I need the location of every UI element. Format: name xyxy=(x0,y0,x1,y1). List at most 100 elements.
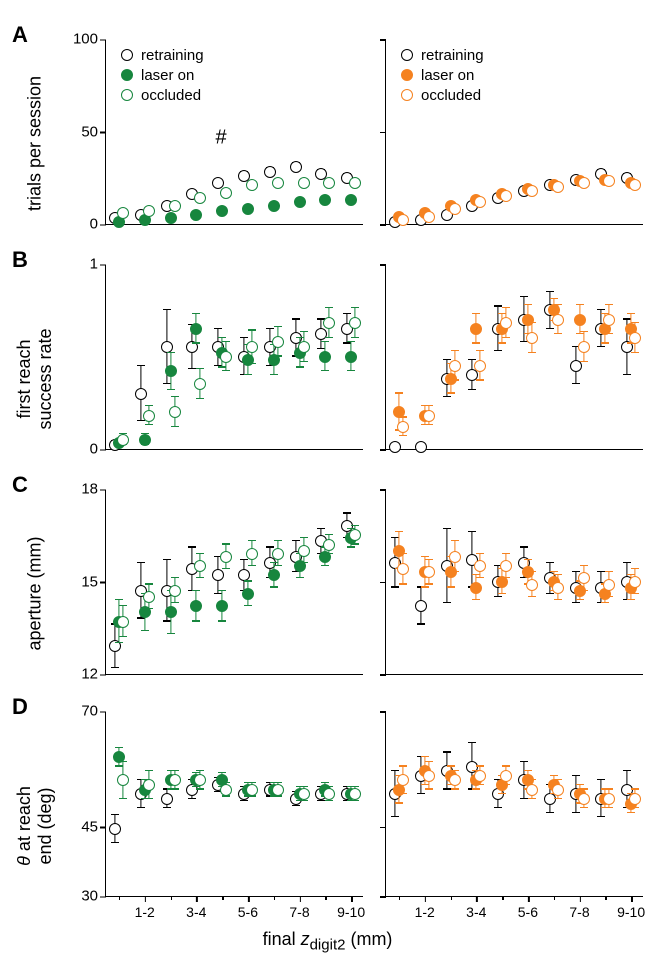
marker-laser xyxy=(139,434,151,446)
ylabel-B: first reachsuccess rate xyxy=(14,279,56,479)
ytick: 70 xyxy=(81,703,106,720)
marker-occluded xyxy=(526,784,538,796)
ytick: 100 xyxy=(73,31,106,48)
errorcap xyxy=(167,352,175,353)
legend-label: occluded xyxy=(141,87,201,104)
errorcap xyxy=(546,328,554,329)
legend: retraininglaser onoccluded xyxy=(401,45,484,105)
errorcap xyxy=(597,346,605,347)
marker-occluded xyxy=(298,545,310,557)
ytick: 50 xyxy=(81,123,106,140)
errorcap xyxy=(572,383,580,384)
errorcap xyxy=(494,350,502,351)
errorcap xyxy=(244,605,252,606)
legend-label: occluded xyxy=(421,87,481,104)
marker-occluded xyxy=(578,572,590,584)
errorcap xyxy=(572,602,580,603)
errorcap xyxy=(476,784,484,785)
errorcap xyxy=(546,562,554,563)
errorcap xyxy=(421,556,429,557)
errorcap xyxy=(399,553,407,554)
errorcap xyxy=(192,313,200,314)
errorcap xyxy=(520,798,528,799)
errorcap xyxy=(395,802,403,803)
marker-laser xyxy=(216,205,228,217)
ytick: 0 xyxy=(90,441,106,458)
errorcap xyxy=(222,543,230,544)
errorcap xyxy=(425,761,433,762)
legend-item: laser on xyxy=(121,65,204,85)
errorcap xyxy=(192,590,200,591)
errorcap xyxy=(451,540,459,541)
ylabel-A: trials per session xyxy=(25,43,46,243)
errorcap xyxy=(240,559,248,560)
marker-laser xyxy=(242,588,254,600)
marker-occluded xyxy=(603,579,615,591)
ytick: 12 xyxy=(81,666,106,683)
marker-occluded xyxy=(272,784,284,796)
marker-laser xyxy=(268,569,280,581)
marker-occluded xyxy=(117,207,129,219)
panel-label-D: D xyxy=(12,694,28,720)
marker-occluded xyxy=(500,317,512,329)
marker-occluded xyxy=(323,317,335,329)
errorcap xyxy=(351,307,359,308)
errorcap xyxy=(447,392,455,393)
errorcap xyxy=(631,568,639,569)
errorcap xyxy=(502,307,510,308)
plot-D-right: 1-23-45-67-89-10 xyxy=(385,712,643,897)
xtick: 1-2 xyxy=(415,896,435,920)
errorcap xyxy=(524,770,532,771)
errorcap xyxy=(325,337,333,338)
marker-occluded xyxy=(298,341,310,353)
marker-laser xyxy=(165,365,177,377)
legend-item: retraining xyxy=(401,45,484,65)
marker-occluded xyxy=(349,177,361,189)
errorcap xyxy=(343,313,351,314)
errorcap xyxy=(476,553,484,554)
marker-laser xyxy=(268,200,280,212)
marker-occluded xyxy=(169,406,181,418)
marker-occluded xyxy=(220,187,232,199)
errorcap xyxy=(580,590,588,591)
marker-occluded xyxy=(449,551,461,563)
marker-laser xyxy=(345,194,357,206)
errorcap xyxy=(631,807,639,808)
marker-occluded xyxy=(246,548,258,560)
marker-occluded xyxy=(246,784,258,796)
errorcap xyxy=(196,398,204,399)
errorcap xyxy=(141,630,149,631)
errorcap xyxy=(145,608,153,609)
errorcap xyxy=(119,605,127,606)
ylabel-C: aperture (mm) xyxy=(25,493,46,693)
legend-label: laser on xyxy=(141,67,194,84)
errorcap xyxy=(171,426,179,427)
errorcap xyxy=(472,599,480,600)
xtick: 9-10 xyxy=(337,896,365,920)
legend-marker xyxy=(401,89,413,101)
marker-laser xyxy=(216,600,228,612)
errorcap xyxy=(163,807,171,808)
errorcap xyxy=(351,337,359,338)
marker-laser xyxy=(470,582,482,594)
marker-occluded xyxy=(246,341,258,353)
marker-retraining xyxy=(315,328,327,340)
marker-occluded xyxy=(629,179,641,191)
errorcap xyxy=(192,620,200,621)
errorcap xyxy=(443,751,451,752)
errorcap xyxy=(395,392,403,393)
marker-occluded xyxy=(603,314,615,326)
errorcap xyxy=(399,583,407,584)
errorcap xyxy=(451,350,459,351)
errorcap xyxy=(580,807,588,808)
errorcap xyxy=(451,770,459,771)
errorcap xyxy=(631,352,639,353)
marker-occluded xyxy=(272,336,284,348)
plot-A-left: 050100retraininglaser onoccluded xyxy=(105,40,363,225)
errorcap xyxy=(171,396,179,397)
errorcap xyxy=(171,770,179,771)
errorcap xyxy=(188,368,196,369)
errorcap xyxy=(137,562,145,563)
errorcap xyxy=(188,546,196,547)
marker-occluded xyxy=(552,784,564,796)
